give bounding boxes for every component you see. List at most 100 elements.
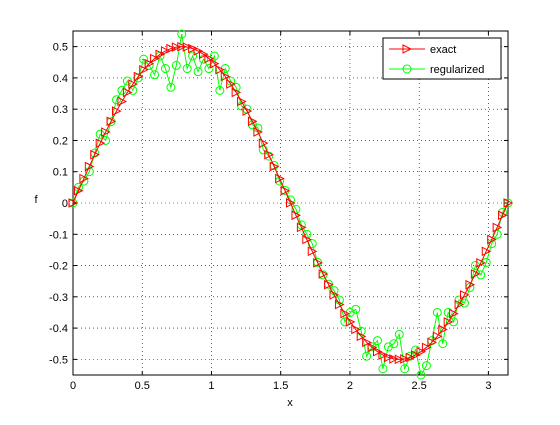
data-point — [133, 71, 144, 82]
data-point — [334, 299, 345, 310]
data-point — [117, 85, 127, 95]
data-point — [351, 324, 361, 335]
data-point — [372, 336, 382, 346]
data-point — [253, 127, 263, 137]
data-point — [193, 67, 203, 77]
data-point — [476, 258, 486, 268]
data-point — [389, 354, 399, 364]
data-point — [421, 361, 431, 371]
y-tick-label: -0.5 — [49, 354, 68, 366]
data-point — [193, 46, 204, 56]
data-point — [291, 210, 302, 221]
legend-entries: exact regularized — [389, 44, 484, 76]
data-point — [383, 352, 394, 363]
data-point — [215, 85, 225, 95]
data-point — [351, 304, 361, 314]
data-point — [188, 43, 198, 54]
data-point — [155, 49, 166, 60]
data-point — [226, 79, 236, 89]
data-point — [204, 53, 215, 64]
x-tick-label: 0.5 — [135, 380, 150, 392]
data-point — [220, 71, 231, 82]
data-point — [90, 149, 100, 160]
data-point — [481, 257, 491, 267]
data-point — [275, 173, 285, 184]
data-point — [296, 222, 307, 233]
data-point — [177, 41, 187, 52]
x-tick-label: 1.5 — [273, 380, 288, 392]
data-point — [432, 331, 443, 342]
data-point — [449, 308, 459, 319]
series-line-exact — [72, 46, 509, 360]
x-axis-label: x — [287, 397, 293, 409]
y-tick-label: -0.4 — [49, 323, 68, 335]
legend-entry-exact: exact — [389, 44, 456, 56]
data-point — [258, 145, 268, 155]
grid — [73, 31, 508, 375]
ticks: 0 0.5 1 1.5 2 2.5 3 -0.5 -0.4 -0.3 -0.2 -0.1 0 0.1 0.2… — [49, 31, 508, 392]
data-point — [307, 246, 318, 257]
data-point — [362, 337, 372, 348]
y-tick-label: -0.1 — [49, 229, 68, 241]
data-point — [487, 234, 497, 245]
data-point — [427, 337, 437, 348]
data-point — [112, 106, 122, 116]
legend-label: exact — [430, 44, 456, 56]
data-point — [84, 161, 95, 172]
data-point — [237, 96, 247, 107]
data-point — [199, 49, 209, 60]
data-point — [411, 345, 421, 355]
data-point — [160, 64, 170, 74]
data-point — [68, 198, 79, 208]
data-point — [302, 234, 312, 245]
data-point — [209, 51, 219, 61]
x-tick-label: 2.5 — [412, 380, 427, 392]
data-point — [95, 138, 106, 148]
data-point — [122, 87, 133, 98]
data-point — [438, 324, 448, 335]
x-tick-label: 2 — [347, 380, 353, 392]
data-point — [454, 299, 465, 310]
y-tick-label: 0.3 — [53, 104, 68, 116]
data-point — [302, 229, 312, 239]
data-point — [160, 46, 171, 56]
data-point — [503, 198, 514, 208]
data-point — [378, 350, 389, 360]
y-tick-label: 0.2 — [53, 135, 68, 147]
data-point — [340, 308, 350, 319]
data-point — [166, 43, 176, 54]
data-point — [269, 161, 280, 172]
data-point — [188, 51, 198, 61]
data-point — [199, 54, 209, 64]
data-point — [438, 339, 448, 349]
data-point — [139, 64, 149, 75]
data-point — [416, 346, 427, 357]
y-tick-label: 0.5 — [53, 42, 68, 54]
legend: exact regularized — [382, 37, 502, 80]
data-point — [166, 82, 176, 92]
legend-entry-regularized: regularized — [389, 64, 484, 76]
data-point — [182, 64, 192, 74]
data-point — [182, 42, 193, 52]
data-point — [411, 350, 421, 360]
data-point — [139, 54, 149, 64]
data-point — [177, 29, 187, 39]
data-point — [231, 87, 242, 98]
y-tick-label: -0.3 — [49, 292, 68, 304]
legend-label: regularized — [430, 64, 484, 76]
data-point — [79, 173, 89, 184]
data-point — [204, 64, 214, 74]
y-tick-label: 0.4 — [53, 73, 68, 85]
data-point — [286, 198, 296, 208]
data-point — [492, 222, 503, 233]
data-point — [443, 317, 454, 327]
data-point — [264, 149, 274, 160]
data-point — [362, 351, 372, 361]
y-tick-label: 0 — [62, 198, 68, 210]
data-point — [329, 290, 340, 300]
y-tick-label: 0.1 — [53, 167, 68, 179]
legend-marker — [402, 64, 412, 74]
data-point — [459, 290, 470, 300]
data-point — [345, 317, 356, 327]
